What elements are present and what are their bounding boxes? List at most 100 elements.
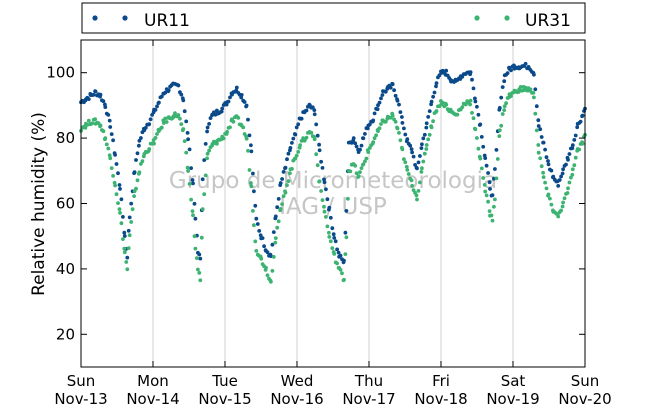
data-point	[121, 237, 125, 242]
data-point	[249, 149, 254, 154]
data-point	[202, 158, 207, 163]
data-point	[365, 126, 370, 131]
data-point	[328, 215, 333, 220]
data-point	[205, 151, 210, 156]
data-point	[291, 136, 296, 141]
data-point	[548, 196, 552, 201]
data-point	[536, 118, 541, 123]
data-point	[413, 163, 417, 167]
data-point	[200, 177, 205, 182]
data-point	[296, 122, 301, 127]
data-point	[424, 121, 429, 126]
data-point	[325, 197, 330, 202]
data-point	[351, 136, 356, 141]
data-point	[534, 104, 539, 109]
data-point	[374, 133, 378, 138]
data-point	[199, 235, 204, 240]
data-point	[484, 163, 489, 168]
data-point	[479, 166, 484, 171]
data-point	[427, 109, 432, 113]
data-point	[101, 99, 106, 104]
data-point	[402, 126, 406, 131]
data-point	[460, 105, 465, 109]
data-point	[344, 209, 349, 213]
data-point	[197, 271, 202, 275]
data-point	[247, 133, 252, 138]
data-point	[504, 101, 508, 106]
data-point	[86, 118, 91, 123]
data-point	[359, 166, 364, 171]
data-point	[516, 90, 521, 94]
data-point	[377, 100, 382, 105]
data-point	[561, 200, 565, 205]
data-point	[111, 138, 115, 143]
data-point	[424, 125, 429, 130]
data-point	[293, 132, 298, 137]
x-tick-date: Nov-15	[198, 390, 251, 408]
data-point	[404, 164, 409, 169]
data-point	[192, 234, 197, 239]
data-point	[278, 207, 283, 211]
data-point	[190, 178, 195, 182]
data-point	[319, 159, 323, 164]
data-point	[249, 184, 254, 189]
data-point	[523, 85, 528, 90]
data-point	[410, 150, 414, 155]
data-point	[257, 229, 262, 233]
data-point	[108, 156, 113, 161]
data-point	[538, 127, 543, 132]
legend-item-ur11: UR11	[92, 11, 190, 31]
data-point	[288, 146, 293, 150]
data-point	[502, 79, 507, 84]
data-point	[327, 230, 331, 235]
data-point	[153, 108, 158, 112]
data-point	[135, 151, 140, 156]
data-point	[143, 125, 148, 130]
data-point	[410, 183, 414, 188]
data-point	[468, 98, 473, 103]
data-point	[361, 162, 366, 167]
data-point	[196, 267, 200, 272]
data-point	[221, 136, 226, 141]
data-point	[414, 193, 419, 198]
x-gridlines	[152, 40, 514, 367]
data-point	[191, 213, 195, 218]
data-point	[236, 116, 241, 120]
data-point	[195, 256, 199, 260]
data-point	[93, 117, 97, 122]
data-point	[189, 197, 194, 202]
data-point	[241, 125, 246, 130]
data-point	[184, 150, 189, 155]
data-point	[298, 143, 302, 148]
data-point	[549, 168, 554, 173]
data-point	[431, 94, 435, 99]
data-point	[207, 148, 212, 153]
data-point	[523, 61, 528, 66]
data-point	[90, 121, 95, 126]
data-point	[187, 182, 192, 186]
data-point	[335, 247, 339, 252]
data-point	[312, 137, 317, 142]
data-point	[409, 147, 414, 152]
data-point	[325, 224, 330, 229]
data-point	[304, 108, 309, 113]
data-point	[275, 225, 280, 230]
x-tick-date: Nov-13	[54, 390, 107, 408]
data-point	[330, 226, 335, 231]
data-point	[205, 156, 210, 161]
data-point	[176, 83, 181, 88]
data-point	[246, 117, 250, 122]
data-point	[255, 222, 260, 226]
data-point	[271, 255, 276, 259]
watermark-line-2: IAG / USP	[279, 194, 387, 220]
data-point	[179, 92, 184, 97]
y-tick-label: 100	[46, 64, 75, 82]
data-point	[367, 122, 372, 127]
data-point	[354, 144, 359, 149]
data-point	[531, 91, 536, 95]
data-point	[429, 99, 434, 104]
data-point	[518, 85, 523, 89]
data-point	[476, 146, 481, 151]
data-point	[473, 127, 478, 132]
data-point	[152, 141, 156, 146]
